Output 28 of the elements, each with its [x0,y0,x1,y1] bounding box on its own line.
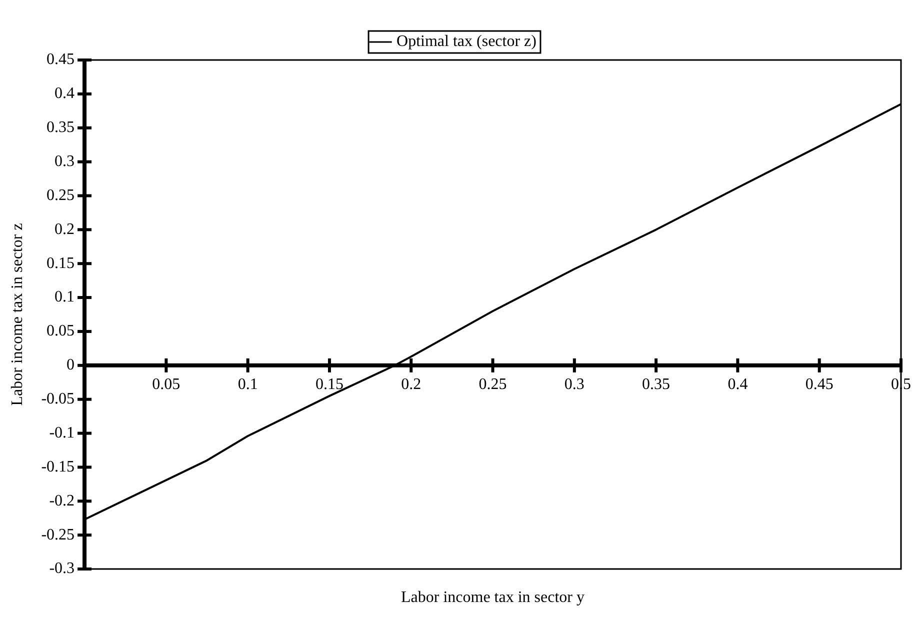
x-tick-label: 0.35 [642,376,670,394]
x-tick-label: 0.45 [805,376,834,394]
y-tick-label: 0.05 [46,322,75,340]
y-tick-label: 0.35 [46,119,75,136]
y-tick-label: 0.15 [46,254,75,272]
x-tick-label: 0.4 [728,376,748,394]
y-tick-label: 0.2 [54,220,75,238]
y-tick-label: 0.45 [46,51,75,68]
y-tick-label: -0.3 [49,560,75,578]
y-tick-label: -0.2 [49,492,75,510]
y-tick-label: 0 [66,356,75,374]
y-tick-label: 0.3 [54,153,75,170]
x-tick-label: 0.15 [315,376,344,394]
x-axis-title: Labor income tax in sector y [401,589,585,606]
x-tick-label: 0.3 [564,376,584,394]
y-tick-label: -0.1 [49,424,75,442]
x-tick-label: 0.25 [478,376,507,394]
legend-label: Optimal tax (sector z) [396,33,536,50]
y-tick-label: -0.25 [41,526,75,544]
x-tick-label: 0.05 [152,376,180,394]
y-tick-label: -0.15 [41,458,75,476]
y-tick-label: 0.1 [54,288,75,306]
y-tick-label: 0.4 [54,85,75,102]
x-tick-label: 0.2 [401,376,422,394]
y-axis-title: Labor income tax in sector z [8,223,26,406]
y-tick-label: 0.25 [46,186,75,204]
y-tick-label: -0.05 [41,390,75,408]
x-tick-label: 0.1 [238,376,258,394]
